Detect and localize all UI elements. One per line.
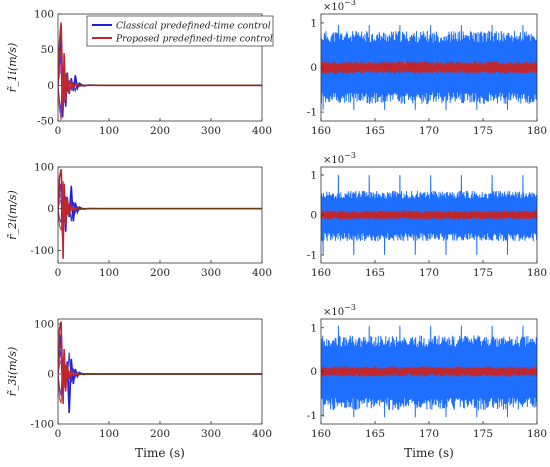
x-tick-label: 175 bbox=[473, 428, 493, 440]
y-tick-label: 1 bbox=[310, 322, 317, 334]
y-tick-label: -1 bbox=[307, 250, 317, 262]
panel-right-1: ×10−3 160 165 170 175 180 1 0 -1 bbox=[307, 0, 547, 137]
y-tick-label: 0 bbox=[310, 62, 317, 74]
y-scale-exponent: −3 bbox=[344, 0, 356, 7]
panel-right-3: ×10−3 160 165 170 175 180 1 0 -1 bbox=[307, 303, 547, 440]
x-tick-label: 175 bbox=[473, 267, 493, 279]
series-line-classical bbox=[321, 25, 537, 110]
legend-label: Proposed predefined-time control bbox=[115, 33, 273, 44]
panel-right-2: ×10−3 160 165 170 175 180 1 0 -1 bbox=[307, 151, 547, 279]
legend-box bbox=[86, 15, 274, 47]
x-tick-label: 0 bbox=[55, 125, 62, 137]
x-tick-label: 400 bbox=[252, 428, 272, 440]
y-scale-label: ×10−3 bbox=[323, 0, 356, 13]
y-tick-label: 0 bbox=[47, 203, 54, 215]
y-scale-exponent: −3 bbox=[344, 151, 356, 160]
x-tick-label: 100 bbox=[99, 428, 119, 440]
y-tick-label: 0 bbox=[47, 369, 54, 381]
x-tick-label: 175 bbox=[473, 125, 493, 137]
plot-lines bbox=[321, 325, 537, 418]
x-tick-label: 300 bbox=[201, 428, 221, 440]
series-line-classical bbox=[321, 175, 537, 255]
x-tick-label: 200 bbox=[150, 267, 170, 279]
y-tick-label: 1 bbox=[310, 17, 317, 29]
y-tick-label: 100 bbox=[34, 9, 54, 21]
y-axis-label: r̃_1i(m/s) bbox=[6, 43, 19, 93]
x-tick-label: 400 bbox=[252, 125, 272, 137]
plot-lines bbox=[321, 25, 537, 110]
x-tick-label: 300 bbox=[201, 125, 221, 137]
y-tick-label: 100 bbox=[34, 162, 54, 174]
x-tick-label: 200 bbox=[150, 428, 170, 440]
y-tick-label: -50 bbox=[37, 116, 54, 128]
series-line-proposed bbox=[321, 61, 537, 74]
x-axis-label-right: Time (s) bbox=[404, 446, 454, 460]
x-tick-label: 160 bbox=[311, 267, 331, 279]
y-tick-label: 50 bbox=[41, 44, 54, 56]
legend: Classical predefined-time control Propose… bbox=[86, 15, 274, 47]
x-tick-label: 300 bbox=[201, 267, 221, 279]
x-axis-label-left: Time (s) bbox=[135, 446, 185, 460]
y-scale-exponent: −3 bbox=[344, 303, 356, 312]
series-line-classical bbox=[321, 325, 537, 418]
plot-lines bbox=[58, 168, 262, 259]
plot-lines bbox=[321, 175, 537, 255]
x-tick-label: 160 bbox=[311, 428, 331, 440]
y-tick-label: -100 bbox=[30, 419, 54, 431]
plot-area bbox=[58, 319, 262, 424]
x-tick-label: 100 bbox=[99, 125, 119, 137]
y-scale-label: ×10−3 bbox=[323, 151, 356, 166]
x-tick-label: 165 bbox=[365, 428, 385, 440]
y-axis-label: r̃_2i(m/s) bbox=[6, 190, 19, 240]
x-tick-label: 170 bbox=[419, 267, 439, 279]
x-tick-label: 0 bbox=[55, 428, 62, 440]
x-tick-label: 165 bbox=[365, 125, 385, 137]
x-tick-label: 200 bbox=[150, 125, 170, 137]
plot-lines bbox=[58, 321, 262, 414]
y-tick-label: -100 bbox=[30, 245, 54, 257]
x-tick-label: 170 bbox=[419, 125, 439, 137]
series-line-proposed bbox=[321, 210, 537, 220]
x-tick-label: 160 bbox=[311, 125, 331, 137]
x-tick-label: 180 bbox=[527, 125, 547, 137]
x-tick-label: 165 bbox=[365, 267, 385, 279]
y-axis-label: r̃_3i(m/s) bbox=[6, 347, 19, 397]
y-scale-label: ×10−3 bbox=[323, 303, 356, 318]
series-line-proposed bbox=[321, 366, 537, 377]
y-tick-label: 100 bbox=[34, 319, 54, 331]
x-tick-label: 400 bbox=[252, 267, 272, 279]
y-tick-label: 0 bbox=[47, 80, 54, 92]
x-tick-label: 180 bbox=[527, 428, 547, 440]
x-tick-label: 100 bbox=[99, 267, 119, 279]
y-tick-label: 0 bbox=[310, 210, 317, 222]
y-tick-label: 0 bbox=[310, 366, 317, 378]
x-tick-label: 0 bbox=[55, 267, 62, 279]
plot-area bbox=[58, 167, 262, 263]
y-tick-label: 1 bbox=[310, 170, 317, 182]
y-tick-label: -1 bbox=[307, 107, 317, 119]
legend-label: Classical predefined-time control bbox=[116, 20, 271, 31]
plot-lines bbox=[58, 22, 262, 120]
x-tick-label: 170 bbox=[419, 428, 439, 440]
x-tick-label: 180 bbox=[527, 267, 547, 279]
y-tick-label: -1 bbox=[307, 410, 317, 422]
